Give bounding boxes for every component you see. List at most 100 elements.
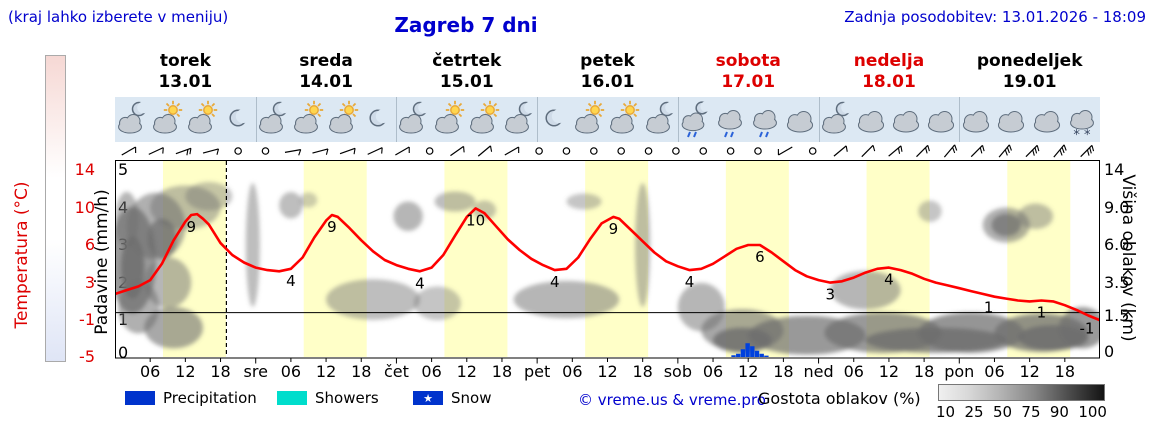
snow-swatch: ★ [413, 391, 443, 405]
day-separator [677, 97, 679, 142]
axis-tick: 3 [84, 272, 95, 292]
page-title: Zagreb 7 dni [394, 13, 538, 37]
moon-icon [221, 97, 256, 142]
axis-tick: 14 [1104, 160, 1125, 179]
meteogram-plot: 9 4 9 4 10 4 9 4 6 3 4 1 1 -1 [115, 160, 1100, 364]
moon-cloud-icon [643, 97, 678, 142]
last-update: Zadnja posodobitev: 13.01.2026 - 18:09 [844, 8, 1146, 26]
location-hint: (kraj lahko izberete v meniju) [8, 8, 229, 26]
time-tick-label: 12 [456, 362, 477, 381]
day-date: 13.01 [158, 72, 213, 92]
svg-text:-1: -1 [1080, 320, 1095, 338]
day-abbrev-label: pon [944, 362, 975, 381]
moon-cloud-icon [818, 97, 853, 142]
svg-text:10: 10 [466, 211, 485, 229]
snow-star-icon: ★ [423, 391, 433, 405]
snow-label: Snow [451, 389, 492, 407]
time-tick-label: 12 [315, 362, 337, 381]
svg-text:1: 1 [1037, 303, 1047, 321]
day-date: 16.01 [580, 72, 635, 92]
day-name: torek [159, 51, 211, 71]
density-tick-label: 10 [936, 403, 956, 421]
moon-cloud-icon [396, 97, 431, 142]
cloud-density-label: Gostota oblakov (%) [758, 389, 921, 408]
axis-tick: 9.0 [1104, 197, 1130, 217]
weather-icon-strip: * * [115, 97, 1100, 143]
svg-text:4: 4 [550, 273, 560, 291]
time-tick-label: 06 [139, 362, 161, 381]
time-tick-label: 18 [1054, 362, 1075, 381]
day-name: sreda [299, 51, 353, 71]
day-name: sobota [715, 51, 781, 71]
showers-swatch [277, 391, 307, 405]
moon-icon [537, 97, 572, 142]
sun-cloud-icon [467, 97, 502, 142]
day-date: 14.01 [299, 72, 353, 92]
sun-cloud-icon [607, 97, 642, 142]
axis-tick: 0 [118, 343, 129, 362]
legend-showers: Showers [277, 389, 379, 407]
day-separator [255, 97, 257, 142]
sun-cloud-icon [572, 97, 607, 142]
axis-tick: 3.5 [1104, 272, 1130, 292]
time-tick-label: 06 [421, 362, 442, 381]
axis-tick: 0 [1104, 342, 1115, 361]
axis-tick: 14 [74, 160, 95, 179]
time-tick-label: 18 [351, 362, 372, 381]
cloud-icon [889, 97, 924, 142]
density-tick-label: 90 [1049, 403, 1069, 421]
day-abbrev-label: sob [663, 362, 692, 381]
axis-tick: 5 [118, 160, 129, 179]
sun-cloud-icon [150, 97, 185, 142]
legend-precipitation: Precipitation [125, 389, 257, 407]
moon-cloud-icon [115, 97, 150, 142]
rain-cloud-icon [713, 97, 748, 142]
sun-cloud-icon [185, 97, 220, 142]
day-date: 15.01 [439, 72, 494, 92]
svg-text:6: 6 [755, 248, 765, 266]
svg-text:3: 3 [826, 286, 836, 304]
svg-text:4: 4 [685, 273, 695, 291]
temperature-scale-strip [45, 55, 66, 362]
cloud-icon [854, 97, 889, 142]
cloud-icon [924, 97, 959, 142]
legend-snow: ★ Snow [413, 389, 491, 407]
day-abbrev-label: sre [243, 362, 268, 381]
credit-link[interactable]: © vreme.us & vreme.pro [578, 391, 766, 409]
day-header-nedelja: nedelja 18.01 [819, 52, 960, 92]
time-tick-label: 18 [773, 362, 794, 381]
day-name: petek [580, 51, 635, 71]
day-separator [959, 97, 961, 142]
moon-icon [361, 97, 396, 142]
svg-text:4: 4 [884, 271, 894, 289]
time-tick-label: 06 [984, 362, 1005, 381]
time-tick-label: 12 [878, 362, 900, 381]
cloud-icon [1029, 97, 1064, 142]
day-separator [537, 97, 539, 142]
day-separator [396, 97, 398, 142]
svg-text:9: 9 [609, 220, 619, 238]
axis-tick: -5 [79, 346, 95, 366]
time-tick-label: 06 [702, 362, 724, 381]
day-abbrev-label: pet [524, 362, 551, 381]
day-header-četrtek: četrtek 15.01 [396, 52, 537, 92]
cloud-icon [959, 97, 994, 142]
svg-text:4: 4 [415, 274, 425, 292]
time-tick-label: 18 [913, 362, 935, 381]
precipitation-label: Precipitation [163, 389, 257, 407]
snow-cloud-icon: * * [1065, 97, 1100, 143]
sun-cloud-icon [326, 97, 361, 142]
moon-cloud-icon [256, 97, 291, 142]
day-header-torek: torek 13.01 [115, 52, 256, 92]
rain-cloud-icon [748, 97, 783, 142]
moon-cloud-icon [502, 97, 537, 142]
svg-text:* *: * * [1073, 128, 1091, 143]
svg-text:4: 4 [286, 272, 296, 290]
day-date: 19.01 [1002, 72, 1057, 92]
axis-tick: 10 [74, 197, 95, 217]
day-name: nedelja [853, 51, 925, 71]
time-tick-label: 12 [1019, 362, 1040, 381]
day-header-sreda: sreda 14.01 [256, 52, 397, 92]
temperature-axis-label: Temperatura (°C) [12, 181, 32, 329]
